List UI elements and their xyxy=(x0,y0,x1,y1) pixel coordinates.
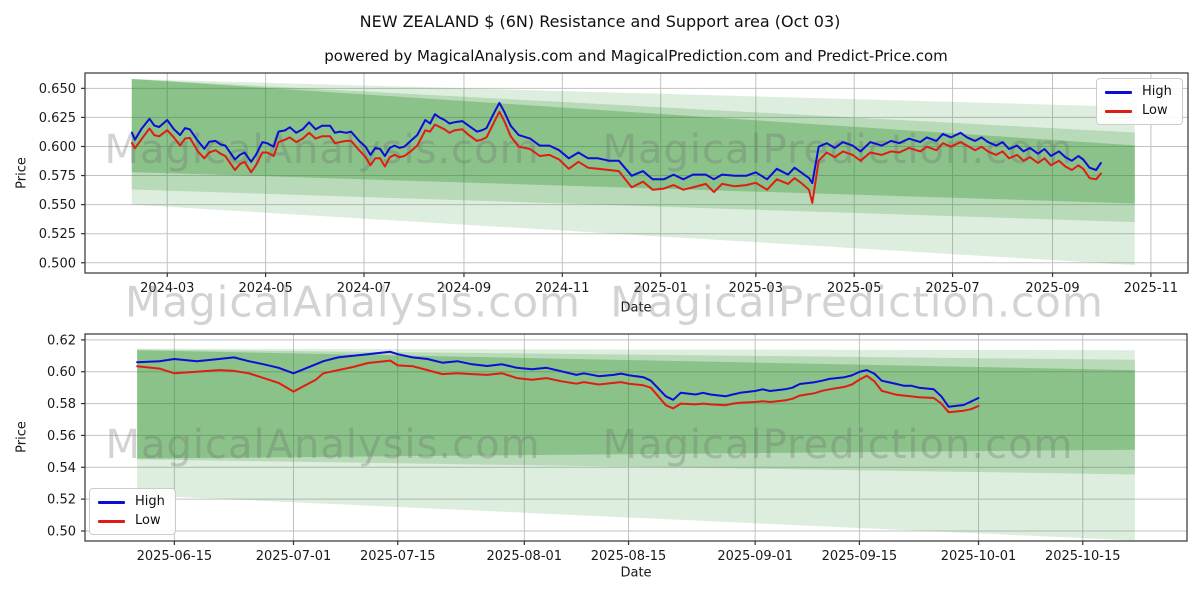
high-line-swatch-icon xyxy=(1105,90,1132,94)
svg-text:0.60: 0.60 xyxy=(47,365,76,380)
figure-subtitle: powered by MagicalAnalysis.com and Magic… xyxy=(324,47,948,65)
svg-text:0.62: 0.62 xyxy=(47,333,76,348)
svg-text:2024-05: 2024-05 xyxy=(238,281,292,296)
legend-low-label: Low xyxy=(135,513,161,528)
bottom-chart-legend: High Low xyxy=(89,488,176,535)
svg-text:0.575: 0.575 xyxy=(39,169,76,184)
svg-text:2025-09-15: 2025-09-15 xyxy=(822,549,898,564)
svg-text:2025-11: 2025-11 xyxy=(1124,281,1178,296)
legend-row-high: High xyxy=(98,495,165,509)
low-line xyxy=(130,110,1102,204)
top-chart-ylabel: Price xyxy=(14,157,30,189)
svg-text:2025-03: 2025-03 xyxy=(729,281,783,296)
support-resistance-bands xyxy=(137,348,1135,541)
high-line xyxy=(136,350,980,408)
svg-text:2025-09: 2025-09 xyxy=(1025,281,1079,296)
low-line-swatch-icon xyxy=(98,519,125,523)
svg-text:2025-06-15: 2025-06-15 xyxy=(137,549,213,564)
watermark-prediction: MagicalPrediction.com xyxy=(603,422,1074,468)
legend-row-low: Low xyxy=(1105,104,1172,118)
svg-text:2024-07: 2024-07 xyxy=(337,281,391,296)
svg-text:0.52: 0.52 xyxy=(47,493,76,508)
tick-labels: 0.650 0.625 0.600 0.575 0.550 0.525 0.500 2024-… xyxy=(39,82,1178,296)
top-chart: MagicalAnalysis.com MagicalPrediction.com… xyxy=(39,72,1189,296)
axes-box xyxy=(84,72,1189,274)
high-line xyxy=(130,101,1102,185)
low-line xyxy=(136,359,980,414)
bottom-chart: MagicalAnalysis.com MagicalPrediction.com… xyxy=(47,333,1188,564)
gridlines xyxy=(85,334,1187,541)
svg-text:2024-03: 2024-03 xyxy=(140,281,194,296)
top-chart-xlabel: Date xyxy=(620,300,652,316)
legend-high-label: High xyxy=(1142,84,1172,99)
legend-low-label: Low xyxy=(1142,103,1168,118)
svg-text:0.54: 0.54 xyxy=(47,461,76,476)
svg-text:2024-09: 2024-09 xyxy=(437,281,491,296)
support-resistance-bands xyxy=(131,79,1135,266)
tick-labels: 0.62 0.60 0.58 0.56 0.54 0.52 0.50 2025-06-15 20… xyxy=(47,333,1120,564)
svg-text:0.500: 0.500 xyxy=(39,256,76,271)
svg-text:2024-11: 2024-11 xyxy=(535,281,589,296)
svg-text:0.56: 0.56 xyxy=(47,429,76,444)
high-line-swatch-icon xyxy=(98,500,125,504)
watermark-analysis: MagicalAnalysis.com xyxy=(105,422,540,468)
svg-text:0.525: 0.525 xyxy=(39,227,76,242)
svg-text:2025-10-15: 2025-10-15 xyxy=(1045,549,1121,564)
svg-text:0.550: 0.550 xyxy=(39,198,76,213)
svg-text:0.625: 0.625 xyxy=(39,111,76,126)
svg-text:0.58: 0.58 xyxy=(47,397,76,412)
svg-text:2025-10-01: 2025-10-01 xyxy=(941,549,1017,564)
legend-row-high: High xyxy=(1105,85,1172,99)
legend-high-label: High xyxy=(135,494,165,509)
svg-text:0.50: 0.50 xyxy=(47,524,76,539)
svg-text:0.600: 0.600 xyxy=(39,140,76,155)
low-line-swatch-icon xyxy=(1105,109,1132,113)
legend-row-low: Low xyxy=(98,514,165,528)
svg-text:2025-08-01: 2025-08-01 xyxy=(487,549,563,564)
top-chart-legend: High Low xyxy=(1096,78,1183,125)
bottom-chart-xlabel: Date xyxy=(620,565,652,581)
figure-title: NEW ZEALAND $ (6N) Resistance and Suppor… xyxy=(359,12,841,31)
svg-text:2025-05: 2025-05 xyxy=(827,281,881,296)
watermark-prediction: MagicalPrediction.com xyxy=(603,127,1074,173)
gridlines xyxy=(85,73,1188,273)
svg-text:2025-07-01: 2025-07-01 xyxy=(256,549,332,564)
svg-text:0.650: 0.650 xyxy=(39,82,76,97)
axes-box xyxy=(84,333,1188,542)
svg-text:2025-07-15: 2025-07-15 xyxy=(360,549,436,564)
watermark-analysis: MagicalAnalysis.com xyxy=(104,127,539,173)
svg-text:2025-09-01: 2025-09-01 xyxy=(717,549,793,564)
svg-text:2025-01: 2025-01 xyxy=(634,281,688,296)
svg-text:2025-07: 2025-07 xyxy=(925,281,979,296)
bottom-chart-ylabel: Price xyxy=(14,421,30,453)
svg-text:2025-08-15: 2025-08-15 xyxy=(591,549,667,564)
